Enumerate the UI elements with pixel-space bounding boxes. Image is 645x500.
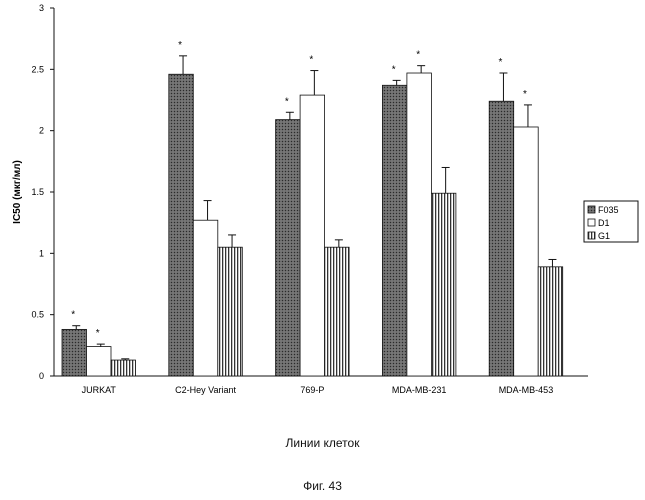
- x-tick-label: JURKAT: [82, 385, 117, 395]
- bar-f035: [168, 73, 194, 377]
- legend-label: G1: [598, 231, 610, 241]
- legend-swatch-g1: [587, 231, 596, 240]
- significance-marker: *: [285, 96, 289, 107]
- legend-label: F035: [598, 205, 619, 215]
- y-tick-label: 3: [39, 3, 44, 13]
- bar-d1: [406, 72, 432, 377]
- y-tick-label: 1: [39, 248, 44, 258]
- bar-g1: [537, 266, 564, 377]
- bar-g1: [430, 192, 457, 377]
- legend-swatch-d1: [587, 218, 596, 227]
- significance-marker: *: [416, 50, 420, 61]
- figure-caption: Фиг. 43: [303, 479, 342, 493]
- x-tick-label: MDA-MB-453: [499, 385, 554, 395]
- significance-marker: *: [96, 328, 100, 339]
- y-tick-label: 2: [39, 126, 44, 136]
- bar-d1: [86, 346, 112, 377]
- legend: F035 D1 G1: [583, 200, 639, 243]
- bar-f035: [488, 100, 515, 377]
- legend-swatch-f035: [587, 205, 596, 214]
- significance-marker: *: [309, 55, 313, 66]
- bar-f035: [381, 84, 408, 377]
- bar-d1: [192, 219, 219, 377]
- bar-g1: [110, 359, 136, 377]
- bars: * * * * * * * * *: [61, 40, 564, 377]
- y-tick-label: 1.5: [31, 187, 44, 197]
- bar-g1: [324, 246, 350, 377]
- bar-g1: [217, 246, 243, 377]
- y-axis-label: IC50 (мкг/мл): [12, 160, 23, 224]
- bar-f035: [275, 119, 301, 377]
- x-axis-label: Линии клеток: [285, 436, 360, 450]
- x-tick-label: 769-P: [300, 385, 324, 395]
- y-tick-label: 2.5: [31, 64, 44, 74]
- significance-marker: *: [523, 89, 527, 100]
- y-tick-label: 0.5: [31, 310, 44, 320]
- bar-d1: [299, 94, 326, 377]
- y-ticks: 0 0.5 1 1.5 2 2.5 3: [31, 3, 54, 381]
- legend-label: D1: [598, 218, 610, 228]
- significance-marker: *: [178, 40, 182, 51]
- bar-d1: [513, 126, 539, 377]
- significance-marker: *: [71, 310, 75, 321]
- x-ticks: JURKAT C2-Hey Variant 769-P MDA-MB-231 MDA-M…: [82, 385, 554, 395]
- bar-f035: [61, 328, 87, 377]
- y-tick-label: 0: [39, 371, 44, 381]
- x-tick-label: C2-Hey Variant: [175, 385, 236, 395]
- significance-marker: *: [392, 64, 396, 75]
- x-tick-label: MDA-MB-231: [392, 385, 447, 395]
- significance-marker: *: [498, 57, 502, 68]
